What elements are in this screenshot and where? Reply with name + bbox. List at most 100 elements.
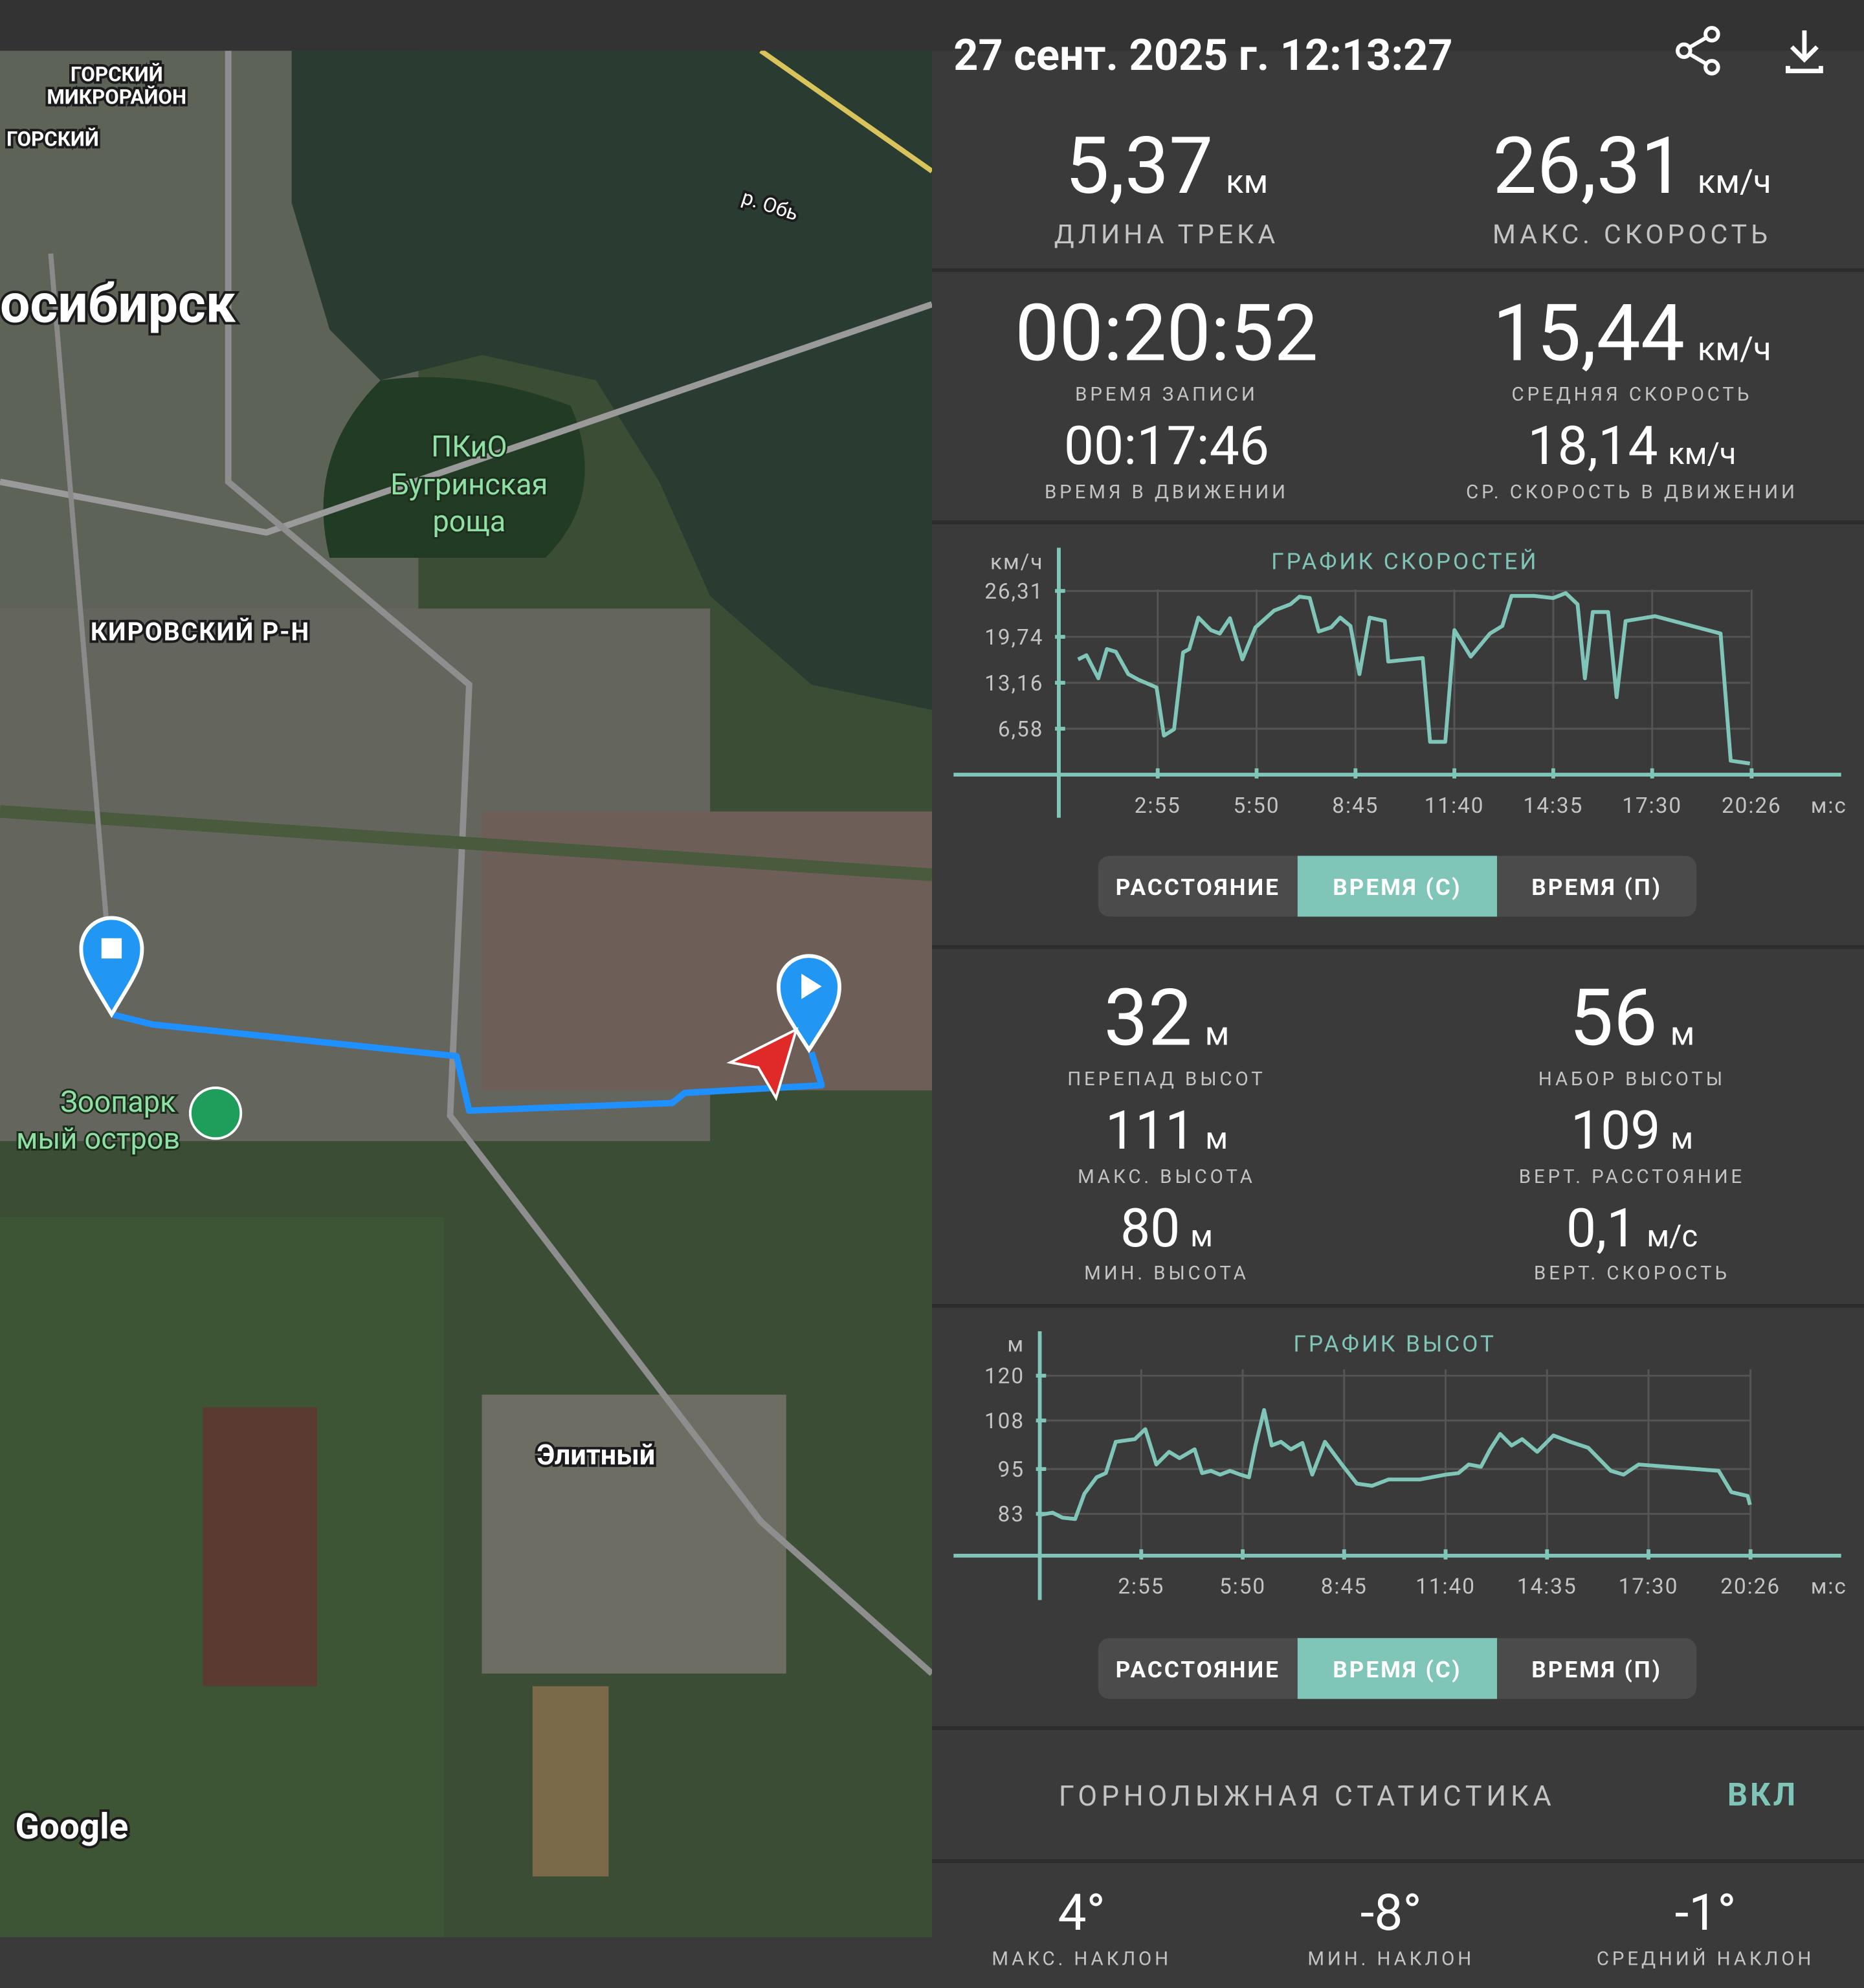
download-button[interactable] (1786, 30, 1823, 74)
value: 80 (1120, 1198, 1180, 1260)
y-tick-label: 6,58 (998, 717, 1044, 742)
stat-label: МАКС. СКОРОСТЬ (1492, 219, 1771, 250)
stat-label: МИН. ВЫСОТА (1084, 1263, 1249, 1285)
toggle-selected (1297, 1638, 1498, 1699)
stat-value: 111 м (1105, 1100, 1228, 1162)
stat-value: 0,1 м/с (1566, 1198, 1698, 1260)
stat-label: СРЕДНЯЯ СКОРОСТЬ (1512, 384, 1753, 406)
map-label: ГОРСКИЙ (71, 62, 163, 86)
stat-value: 26,31 км/ч (1492, 120, 1771, 212)
map-label: Элитный (537, 1439, 655, 1472)
map-label: Зоопарк (60, 1085, 175, 1120)
stat-label: ВРЕМЯ ЗАПИСИ (1075, 384, 1258, 406)
stat-label: МАКС. ВЫСОТА (1078, 1166, 1256, 1188)
route (111, 1011, 825, 1114)
map-label: МИКРОРАЙОН (47, 85, 186, 109)
ski-title: ГОРНОЛЫЖНАЯ СТАТИСТИКА (1059, 1780, 1556, 1813)
x-tick-label: 8:45 (1321, 1574, 1368, 1600)
stat-label: МАКС. НАКЛОН (992, 1949, 1171, 1971)
toggle-option[interactable]: РАССТОЯНИЕ (1116, 1656, 1280, 1683)
unit: м (1670, 1121, 1693, 1156)
y-axis-label: м (1007, 1332, 1025, 1357)
stat-value: 18,14 км/ч (1527, 415, 1736, 478)
stat-value: 15,44 км/ч (1492, 287, 1771, 379)
value: 111 (1105, 1100, 1195, 1162)
position-arrow (726, 1027, 799, 1101)
stat-value: 4° (1058, 1883, 1105, 1943)
toggle-option[interactable]: ВРЕМЯ (П) (1531, 874, 1662, 901)
stat-label: ПЕРЕПАД ВЫСОТ (1067, 1068, 1266, 1090)
field (532, 1686, 609, 1877)
start-marker[interactable] (776, 954, 841, 1054)
stat-value: 80 м (1120, 1198, 1213, 1260)
pin (79, 916, 144, 1019)
stat-label: СРЕДНИЙ НАКЛОН (1597, 1948, 1814, 1971)
stat-label: ДЛИНА ТРЕКА (1054, 219, 1279, 250)
stat-value: 5,37 км (1065, 120, 1269, 212)
pin-icon (101, 938, 122, 959)
map-label: роща (433, 505, 506, 539)
y-tick-label: 13,16 (984, 671, 1043, 696)
toggle-option[interactable]: ВРЕМЯ (С) (1333, 874, 1461, 901)
stat-label: СР. СКОРОСТЬ В ДВИЖЕНИИ (1466, 481, 1798, 503)
value: 32 (1104, 971, 1192, 1064)
x-axis-label: м:с (1811, 793, 1847, 819)
stat-value: 00:17:46 (1064, 415, 1269, 478)
unit: м (1670, 1015, 1695, 1053)
pin (776, 954, 841, 1054)
y-tick-label: 26,31 (984, 579, 1043, 604)
field (203, 1407, 317, 1686)
stat-value: 32 м (1104, 971, 1229, 1064)
map[interactable]: ГОРСКИЙ МИКРОРАЙОН ГОРСКИЙ осибирск р. О… (0, 50, 932, 1938)
map-label: осибирск (0, 274, 236, 336)
x-tick-label: 11:40 (1415, 1574, 1476, 1600)
y-tick-label: 108 (984, 1409, 1025, 1434)
map-label: ГОРСКИЙ (6, 127, 99, 151)
chart-title: ГРАФИК СКОРОСТЕЙ (1271, 548, 1538, 575)
x-tick-label: 20:26 (1720, 1574, 1781, 1600)
toggle-option[interactable]: ВРЕМЯ (С) (1333, 1656, 1461, 1683)
x-tick-label: 20:26 (1722, 793, 1782, 819)
road (225, 50, 932, 1676)
stat-value: -1° (1675, 1883, 1736, 1943)
data-line (1077, 591, 1751, 766)
chart-title: ГРАФИК ВЫСОТ (1293, 1330, 1496, 1357)
stat-label: ВЕРТ. СКОРОСТЬ (1534, 1263, 1730, 1285)
value: 56 (1570, 971, 1658, 1064)
stat-label: МИН. НАКЛОН (1307, 1949, 1474, 1971)
unit: м (1205, 1015, 1230, 1053)
ski-toggle[interactable]: ВКЛ (1727, 1776, 1798, 1813)
river (291, 50, 932, 711)
value: 26,31 (1492, 120, 1685, 212)
share-button[interactable] (1676, 26, 1720, 76)
stat-value: -8° (1360, 1883, 1422, 1943)
value: 0,1 (1566, 1198, 1637, 1260)
stat-label: НАБОР ВЫСОТЫ (1538, 1068, 1725, 1090)
icon (1676, 42, 1692, 60)
road (759, 50, 932, 173)
value: 15,44 (1492, 287, 1685, 379)
finish-marker[interactable] (79, 916, 144, 1019)
icon (1703, 59, 1720, 76)
pin-icon (801, 973, 822, 999)
x-tick-label: 17:30 (1622, 793, 1682, 819)
toggle-selected (1297, 856, 1498, 917)
x-tick-label: 5:50 (1219, 1574, 1266, 1600)
unit: м (1190, 1219, 1213, 1254)
unit: км (1226, 163, 1268, 201)
unit: м/с (1647, 1219, 1698, 1254)
toggle-option[interactable]: РАССТОЯНИЕ (1116, 874, 1280, 901)
x-tick-label: 2:55 (1118, 1574, 1164, 1600)
x-tick-label: 14:35 (1517, 1574, 1577, 1600)
toggle-option[interactable]: ВРЕМЯ (П) (1531, 1656, 1662, 1683)
value: 5,37 (1065, 120, 1214, 212)
unit: км/ч (1668, 436, 1736, 472)
stat-label: ВЕРТ. РАССТОЯНИЕ (1519, 1166, 1745, 1188)
map-label: КИРОВСКИЙ Р-Н (91, 617, 310, 646)
y-tick-label: 95 (998, 1457, 1025, 1483)
y-axis-label: км/ч (990, 550, 1043, 575)
data-line (1039, 1408, 1752, 1521)
zoo-icon[interactable] (188, 1087, 243, 1140)
rail (0, 805, 932, 881)
